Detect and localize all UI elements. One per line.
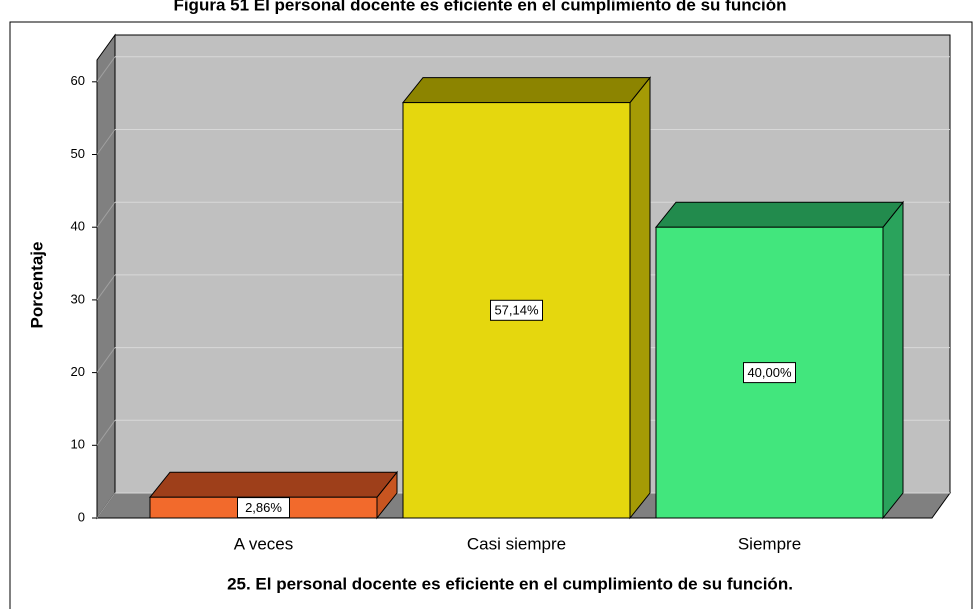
- y-axis-title: Porcentaje: [27, 242, 46, 329]
- y-tick-label: 30: [71, 291, 85, 306]
- bar-side: [629, 76, 651, 520]
- left-wall: [96, 33, 116, 520]
- bar-side: [882, 200, 904, 520]
- y-tick-label: 10: [71, 437, 85, 452]
- grid-line: [96, 274, 116, 301]
- bar-top: [401, 77, 652, 104]
- value-label-box: [743, 362, 796, 384]
- grid-line: [96, 492, 116, 519]
- bar-top: [654, 201, 905, 228]
- bar-top: [148, 471, 399, 498]
- x-axis-title: 25. El personal docente es eficiente en …: [227, 574, 793, 593]
- grid-line: [96, 420, 116, 446]
- y-tick-label: 0: [78, 509, 85, 524]
- y-tick-label: 20: [71, 364, 85, 379]
- grid-line: [96, 56, 116, 83]
- value-label-box: [237, 497, 290, 519]
- grid-line: [96, 129, 116, 155]
- grid-line: [96, 347, 116, 373]
- value-label-box: [490, 299, 543, 321]
- x-tick-label: Casi siempre: [467, 534, 566, 553]
- x-tick-label: Siempre: [738, 534, 801, 553]
- y-tick-label: 60: [71, 73, 85, 88]
- value-label: 40,00%: [747, 365, 792, 380]
- value-label: 2,86%: [245, 500, 282, 515]
- x-tick-label: A veces: [234, 534, 294, 553]
- value-label: 57,14%: [494, 303, 539, 318]
- y-tick-label: 50: [71, 146, 85, 161]
- grid-line: [96, 201, 116, 228]
- chart-title: Figura 51 El personal docente es eficien…: [173, 0, 786, 14]
- y-tick-label: 40: [71, 219, 85, 234]
